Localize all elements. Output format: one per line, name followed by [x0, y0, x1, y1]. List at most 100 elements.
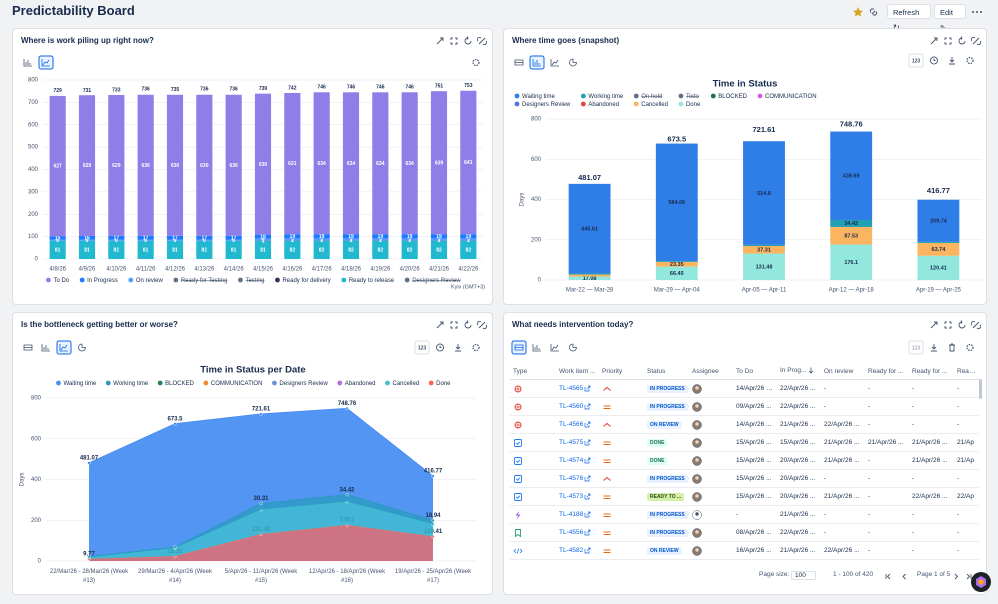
column-header[interactable]: Ready for ...: [865, 363, 909, 380]
column-header[interactable]: To Do: [733, 363, 777, 380]
column-header[interactable]: Ready for ...: [909, 363, 954, 380]
legend-item[interactable]: Ready to release: [341, 277, 395, 284]
format-button[interactable]: [414, 340, 430, 355]
legend-item[interactable]: On hold: [633, 93, 662, 100]
panel-action[interactable]: [464, 320, 472, 329]
column-header[interactable]: Work item ...: [556, 363, 599, 380]
settings-button[interactable]: [472, 58, 480, 67]
legend-item[interactable]: Testing: [238, 277, 264, 284]
table-row[interactable]: TL-4560 IN PROGRESS 09/Apr/26 ... 22/Apr/26…: [510, 397, 979, 416]
column-header[interactable]: Type: [510, 363, 556, 380]
column-header[interactable]: Priority: [599, 363, 644, 380]
pager-button[interactable]: [885, 573, 891, 580]
column-header[interactable]: Status: [644, 363, 689, 380]
legend-item[interactable]: Designers Review: [404, 277, 461, 284]
delete-button[interactable]: [949, 343, 955, 352]
legend-item[interactable]: Abandoned: [337, 380, 375, 387]
legend-item[interactable]: Abandoned: [580, 101, 619, 108]
panel-action[interactable]: [464, 36, 472, 45]
legend-item[interactable]: In Progress: [79, 277, 118, 284]
panel-action[interactable]: [944, 37, 952, 45]
panel-action[interactable]: [436, 37, 444, 45]
format-button[interactable]: [908, 53, 924, 68]
assistant-button[interactable]: [970, 571, 992, 593]
link-icon[interactable]: [869, 8, 878, 16]
table-row[interactable]: TL-4576 IN PROGRESS 15/Apr/26 ... 20/Apr/26…: [510, 469, 979, 488]
download-button[interactable]: [455, 344, 461, 352]
table-row[interactable]: TL-4575 DONE 15/Apr/26 ... 15/Apr/26 ... 21/…: [510, 433, 979, 452]
legend-item[interactable]: BLOCKED: [710, 93, 748, 100]
table-row[interactable]: TL-4565 IN PROGRESS 14/Apr/26 1... 22/Apr/2…: [510, 379, 979, 398]
legend-item[interactable]: Ready for delivery: [275, 277, 331, 284]
schedule-button[interactable]: [436, 343, 444, 352]
panel-action[interactable]: [958, 320, 966, 329]
panel-action[interactable]: [958, 36, 966, 45]
pager-button[interactable]: [954, 573, 959, 580]
legend-item[interactable]: Waiting time: [56, 380, 97, 387]
legend-item[interactable]: Done: [428, 380, 451, 387]
panel-action[interactable]: [477, 37, 487, 45]
legend-item[interactable]: To Do: [46, 277, 70, 284]
table-row[interactable]: TL-4566 ON REVIEW 14/Apr/26 ... 21/Apr/26 .…: [510, 415, 979, 434]
work-item-link[interactable]: TL-4574: [559, 457, 584, 465]
panel-action[interactable]: [944, 321, 952, 329]
column-header[interactable]: On review: [821, 363, 865, 380]
work-item-link[interactable]: TL-4560: [559, 403, 584, 411]
legend-item[interactable]: Designers Review: [514, 101, 571, 108]
settings-button[interactable]: [966, 56, 974, 65]
table-row[interactable]: TL-4556 IN PROGRESS 08/Apr/26 ... 22/Apr/26…: [510, 523, 979, 542]
work-item-link[interactable]: TL-4188: [559, 511, 584, 519]
header-icons[interactable]: [852, 6, 882, 18]
more-button[interactable]: [969, 6, 985, 18]
panel-action[interactable]: [971, 321, 981, 329]
settings-button[interactable]: [472, 343, 480, 352]
table-row[interactable]: TL-4574 DONE 15/Apr/26 ... 20/Apr/26 ... 21/…: [510, 451, 979, 470]
star-icon[interactable]: [853, 7, 863, 17]
work-item-link[interactable]: TL-4573: [559, 493, 584, 501]
legend-item[interactable]: Cancelled: [385, 380, 419, 387]
pager-button[interactable]: [966, 573, 972, 580]
pager-button[interactable]: [902, 573, 906, 580]
legend-item[interactable]: Working time: [580, 93, 624, 100]
column-header[interactable]: In Prog...: [777, 363, 821, 380]
panel-action[interactable]: [450, 321, 458, 329]
data-label: 481.07: [80, 456, 99, 462]
format-button[interactable]: [908, 340, 924, 355]
panel-action[interactable]: [436, 321, 444, 329]
legend-item[interactable]: On review: [128, 277, 164, 284]
legend-item[interactable]: COMMUNICATION: [757, 93, 817, 100]
work-item-link[interactable]: TL-4566: [559, 421, 584, 429]
work-item-link[interactable]: TL-4576: [559, 475, 584, 483]
work-item-link[interactable]: TL-4582: [559, 547, 584, 555]
panel-action[interactable]: [450, 37, 458, 45]
refresh-button[interactable]: Refresh ↻: [887, 4, 931, 32]
legend-item[interactable]: Waiting time: [514, 93, 556, 100]
work-item-link[interactable]: TL-4556: [559, 529, 584, 537]
settings-button[interactable]: [966, 343, 974, 352]
legend-item[interactable]: BLOCKED: [157, 380, 195, 387]
panel-action[interactable]: [477, 321, 487, 329]
table-row[interactable]: TL-4582 ON REVIEW 16/Apr/26 ... 21/Apr/26 .…: [510, 541, 979, 560]
schedule-button[interactable]: [930, 56, 938, 65]
edit-button[interactable]: Edit ✎: [934, 4, 966, 32]
legend-item[interactable]: COMMUNICATION: [203, 380, 262, 387]
table-row[interactable]: TL-4188 IN PROGRESS -21/Apr/26 ... - - - -: [510, 505, 979, 524]
legend-item[interactable]: Designers Review: [272, 380, 328, 387]
download-button[interactable]: [931, 344, 937, 352]
work-item-link[interactable]: TL-4575: [559, 439, 584, 447]
panel-action[interactable]: [930, 321, 938, 329]
work-item-link[interactable]: TL-4565: [559, 385, 584, 393]
table-row[interactable]: TL-4573 READY TO ... 15/Apr/26 ... 20/Apr/2…: [510, 487, 979, 506]
type-icon: [514, 438, 522, 447]
column-header[interactable]: Ready t...: [954, 363, 979, 380]
legend-item[interactable]: Cancelled: [633, 101, 668, 108]
legend-item[interactable]: Working time: [105, 380, 149, 387]
legend-item[interactable]: Todo: [678, 93, 700, 100]
column-header[interactable]: Assignee: [689, 363, 733, 380]
download-button[interactable]: [949, 57, 955, 65]
legend-item[interactable]: Done: [678, 101, 701, 108]
panel-action[interactable]: [930, 37, 938, 45]
legend-item[interactable]: Ready for Testing: [173, 277, 227, 284]
page-size-select[interactable]: 100: [791, 571, 816, 580]
panel-action[interactable]: [971, 37, 981, 45]
